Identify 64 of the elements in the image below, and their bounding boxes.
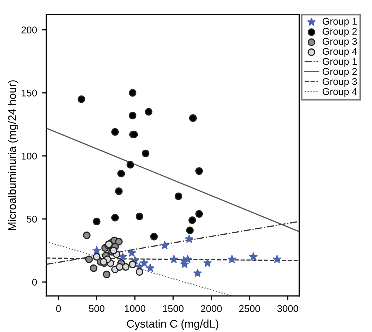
point <box>189 114 198 122</box>
point <box>146 264 155 272</box>
point <box>249 252 258 261</box>
point <box>185 235 194 244</box>
y-tick-label: 150 <box>22 90 38 97</box>
y-tick-label: 0 <box>32 279 38 286</box>
legend-label: Group 1 <box>322 58 358 68</box>
legend-label: Group 3 <box>322 38 358 47</box>
point <box>118 170 126 178</box>
point <box>160 241 170 250</box>
point <box>85 256 94 264</box>
point <box>145 108 153 116</box>
point <box>136 268 144 276</box>
x-tick-label: 0 <box>56 305 62 312</box>
point <box>90 264 98 272</box>
point <box>194 269 202 278</box>
point <box>186 226 194 234</box>
point <box>129 112 137 120</box>
point <box>196 210 204 218</box>
legend-label: Group 4 <box>322 88 358 98</box>
point <box>116 263 124 271</box>
point <box>174 192 183 200</box>
point <box>140 259 148 267</box>
point <box>93 218 101 226</box>
point <box>129 89 137 97</box>
point <box>228 255 236 264</box>
x-tick-label: 500 <box>89 305 105 312</box>
point <box>188 216 196 224</box>
legend-label: Group 2 <box>322 68 358 78</box>
point <box>78 96 86 104</box>
legend-label: Group 2 <box>322 28 358 37</box>
legend-label: Group 4 <box>322 48 358 58</box>
point <box>129 260 137 268</box>
point <box>128 248 136 257</box>
y-axis-title: Microalbuminuria (mg/24 hour) <box>8 80 18 230</box>
x-tick-label: 1500 <box>163 305 184 312</box>
point <box>204 259 212 267</box>
point <box>92 246 102 254</box>
point <box>170 255 178 264</box>
point <box>273 255 282 264</box>
x-tick-label: 3000 <box>278 305 298 312</box>
point <box>142 150 150 158</box>
y-tick-label: 100 <box>22 152 38 160</box>
point <box>136 212 144 221</box>
x-tick-label: 2500 <box>239 305 260 312</box>
point <box>115 238 123 246</box>
point <box>115 188 123 196</box>
x-tick-label: 2000 <box>201 305 222 312</box>
x-axis-title: Cystatin C (mg/dL) <box>127 320 219 330</box>
point <box>126 161 134 169</box>
legend-label: Group 3 <box>322 78 358 88</box>
point <box>118 252 128 261</box>
point <box>83 232 91 240</box>
legend-label: Group 1 <box>322 18 358 27</box>
point <box>103 270 111 279</box>
y-tick-label: 200 <box>22 26 38 34</box>
point <box>150 233 158 241</box>
point <box>111 128 120 136</box>
x-tick-label: 1000 <box>125 305 146 312</box>
point <box>184 255 192 264</box>
point <box>111 214 120 222</box>
y-tick-label: 50 <box>27 216 38 223</box>
point <box>196 167 204 176</box>
point <box>93 253 101 261</box>
